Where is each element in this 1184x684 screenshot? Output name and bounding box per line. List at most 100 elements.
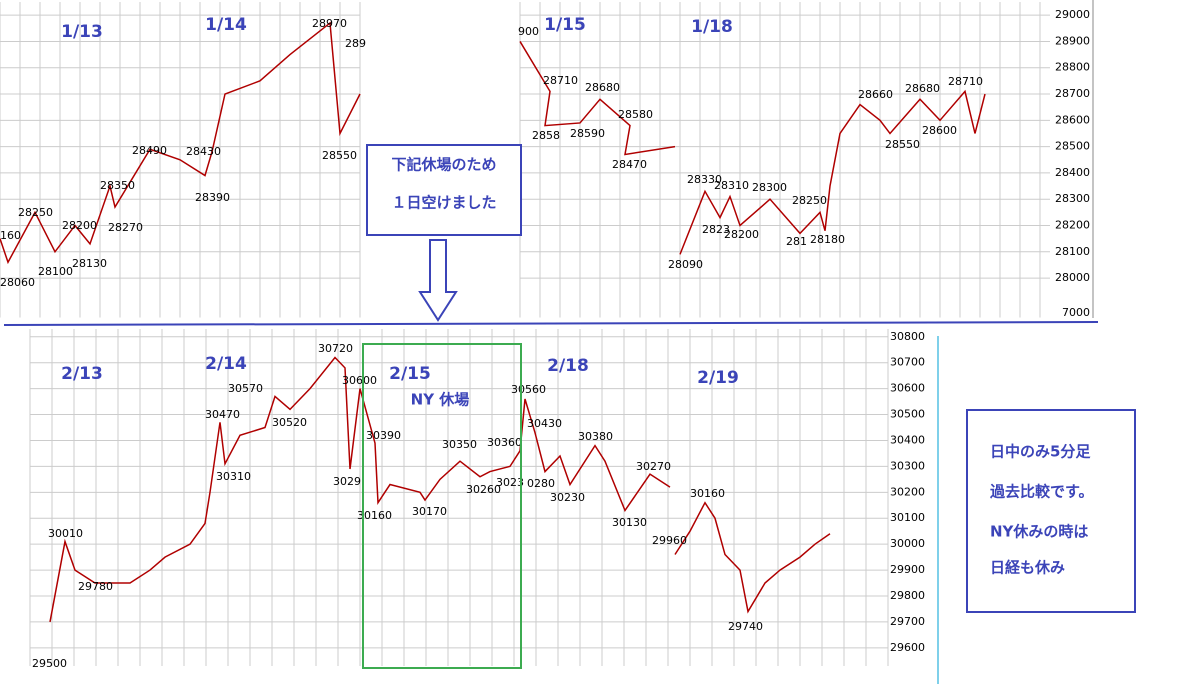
price-label: 30270 <box>636 460 671 473</box>
price-label: 29960 <box>652 534 687 547</box>
price-label: 30130 <box>612 516 647 529</box>
y-tick-label: 30000 <box>890 537 925 550</box>
price-label: 28470 <box>612 158 647 171</box>
price-label: 28200 <box>62 219 97 232</box>
price-line <box>0 21 986 265</box>
note-text: １日空けました <box>391 194 496 212</box>
y-tick-label: 28100 <box>1055 245 1090 258</box>
y-tick-label: 28500 <box>1055 140 1090 153</box>
y-tick-label: 28700 <box>1055 87 1090 100</box>
price-label: 28490 <box>132 144 167 157</box>
price-label: 28590 <box>570 127 605 140</box>
price-label: 28680 <box>585 81 620 94</box>
price-label: 28390 <box>195 191 230 204</box>
price-label: 29740 <box>728 620 763 633</box>
price-label: 0280 <box>527 477 555 490</box>
price-label: 28600 <box>922 124 957 137</box>
price-label: 2823 <box>702 223 730 236</box>
y-tick-label: 30500 <box>890 408 925 421</box>
price-label: 30170 <box>412 505 447 518</box>
price-label: 28200 <box>724 228 759 241</box>
price-label: 28550 <box>322 149 357 162</box>
price-label: 29500 <box>32 657 67 670</box>
price-label: 28250 <box>792 194 827 207</box>
price-label: 28060 <box>0 276 35 289</box>
price-label: 30310 <box>216 470 251 483</box>
price-label: 3023 <box>496 476 524 489</box>
price-label: 281 <box>786 235 807 248</box>
price-label: 29780 <box>78 580 113 593</box>
y-tick-label: 30100 <box>890 511 925 524</box>
price-label: 28710 <box>543 74 578 87</box>
price-label: 28550 <box>885 138 920 151</box>
y-tick-label: 29900 <box>890 563 925 576</box>
down-arrow <box>418 239 458 322</box>
note-text: 日経も休み <box>990 559 1065 577</box>
price-label: 28580 <box>618 108 653 121</box>
price-label: 30720 <box>318 342 353 355</box>
note-box <box>366 144 522 236</box>
price-label: 30380 <box>578 430 613 443</box>
date-label: 2/15 <box>389 364 431 384</box>
price-label: 30600 <box>342 374 377 387</box>
divider <box>3 321 1099 326</box>
date-label: 1/13 <box>61 22 103 42</box>
y-tick-label: 28900 <box>1055 34 1090 47</box>
price-label: 28430 <box>186 145 221 158</box>
y-tick-label: 30200 <box>890 485 925 498</box>
note-text: 過去比較です。 <box>989 483 1094 501</box>
price-label: 30560 <box>511 383 546 396</box>
price-label: 30570 <box>228 382 263 395</box>
price-label: 28250 <box>18 206 53 219</box>
y-tick-label: 30600 <box>890 382 925 395</box>
note-text: NY休みの時は <box>990 523 1088 541</box>
chart-layer: 28000 28100 28200 28300 28400 28500 28600 28700… <box>0 2 1090 670</box>
price-label: 30390 <box>366 429 401 442</box>
y-tick-label: 28800 <box>1055 61 1090 74</box>
price-label: 3029 <box>333 475 361 488</box>
y-tick-label: 28400 <box>1055 166 1090 179</box>
price-label: 28090 <box>668 258 703 271</box>
price-label: 7000 <box>1062 306 1090 319</box>
price-label: 28970 <box>312 17 347 30</box>
y-tick-label: 28600 <box>1055 113 1090 126</box>
y-tick-label: 28300 <box>1055 192 1090 205</box>
price-label: 30010 <box>48 527 83 540</box>
price-label: 30230 <box>550 491 585 504</box>
price-label: 30470 <box>205 408 240 421</box>
date-label: 2/19 <box>697 368 739 388</box>
price-label: 2858 <box>532 129 560 142</box>
y-tick-label: 30400 <box>890 433 925 446</box>
price-label: 900 <box>518 25 539 38</box>
highlight-box <box>362 343 522 669</box>
y-tick-label: 29800 <box>890 589 925 602</box>
y-tick-label: 28000 <box>1055 271 1090 284</box>
price-label: 28100 <box>38 265 73 278</box>
price-label: 28310 <box>714 179 749 192</box>
price-label: 28300 <box>752 181 787 194</box>
price-label: 30160 <box>690 487 725 500</box>
date-label: 1/15 <box>544 15 586 35</box>
y-tick-label: 29600 <box>890 641 925 654</box>
y-tick-label: 29000 <box>1055 8 1090 21</box>
closed-label: NY 休場 <box>411 391 470 409</box>
y-tick-label: 30300 <box>890 459 925 472</box>
price-label: 30350 <box>442 438 477 451</box>
price-label: 160 <box>0 229 21 242</box>
date-label: 2/13 <box>61 364 103 384</box>
note-box <box>966 409 1136 613</box>
price-label: 28270 <box>108 221 143 234</box>
price-label: 28350 <box>100 179 135 192</box>
note-text: 下記休場のため <box>391 156 496 174</box>
y-tick-label: 28200 <box>1055 218 1090 231</box>
price-label: 30520 <box>272 416 307 429</box>
price-label: 30260 <box>466 483 501 496</box>
date-label: 1/14 <box>205 15 247 35</box>
price-label: 28680 <box>905 82 940 95</box>
price-label: 30430 <box>527 417 562 430</box>
y-tick-label: 30800 <box>890 330 925 343</box>
date-label: 1/18 <box>691 17 733 37</box>
price-line <box>49 356 831 623</box>
